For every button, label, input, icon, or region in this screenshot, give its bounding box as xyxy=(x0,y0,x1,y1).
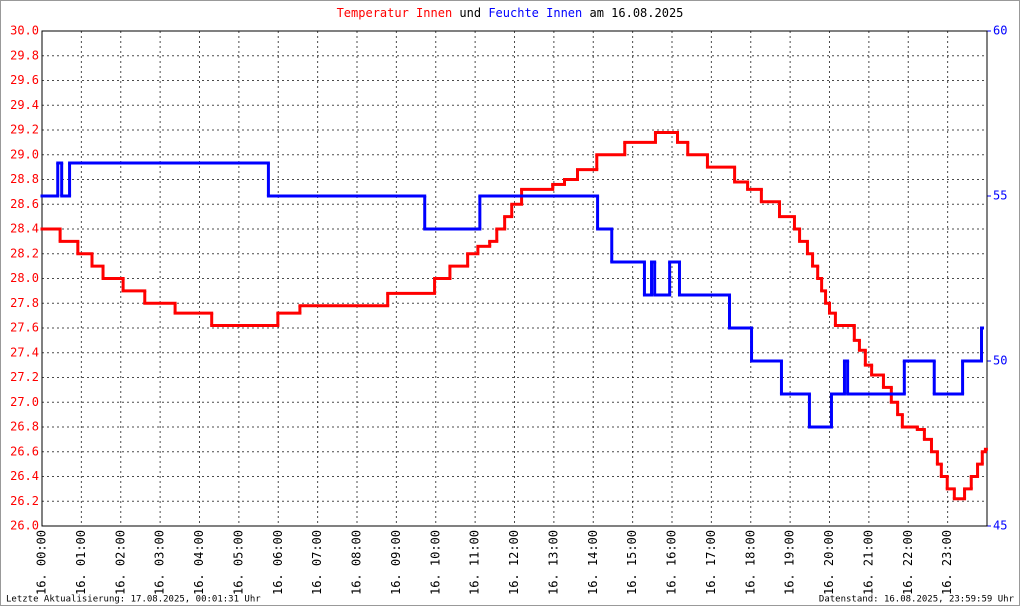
x-tick-label: 16. 02:00 xyxy=(113,530,127,595)
x-tick-label: 16. 01:00 xyxy=(74,530,88,595)
y-tick-label: 26.6 xyxy=(10,444,39,458)
x-tick-label: 16. 17:00 xyxy=(704,530,718,595)
y-tick-label: 26.0 xyxy=(10,519,39,533)
plot-frame xyxy=(41,30,988,527)
x-tick-label: 16. 21:00 xyxy=(861,530,875,595)
x-tick-label: 16. 23:00 xyxy=(940,530,954,595)
y-tick-label: 26.2 xyxy=(10,494,39,508)
title-join: und xyxy=(459,6,481,20)
y-tick-label: 29.8 xyxy=(10,48,39,62)
title-series-1: Temperatur Innen xyxy=(337,6,453,20)
x-tick-label: 16. 16:00 xyxy=(665,530,679,595)
x-tick-label: 16. 19:00 xyxy=(783,530,797,595)
x-tick-label: 16. 11:00 xyxy=(468,530,482,595)
y2-tick-label: 45 xyxy=(993,519,1007,533)
x-tick-label: 16. 05:00 xyxy=(231,530,245,595)
x-tick-label: 16. 13:00 xyxy=(546,530,560,595)
title-series-2: Feuchte Innen xyxy=(488,6,582,20)
x-tick-label: 16. 18:00 xyxy=(743,530,757,595)
y-tick-label: 26.4 xyxy=(10,469,39,483)
x-tick-label: 16. 03:00 xyxy=(153,530,167,595)
x-tick-label: 16. 22:00 xyxy=(901,530,915,595)
y-tick-label: 28.6 xyxy=(10,197,39,211)
y-tick-label: 29.6 xyxy=(10,73,39,87)
y-tick-label: 26.8 xyxy=(10,420,39,434)
x-tick-label: 16. 20:00 xyxy=(822,530,836,595)
footer-left: Letzte Aktualisierung: 17.08.2025, 00:01… xyxy=(6,595,261,605)
y-tick-label: 28.2 xyxy=(10,246,39,260)
y2-tick-label: 55 xyxy=(993,189,1007,203)
y2-tick-label: 60 xyxy=(993,24,1007,38)
x-tick-label: 16. 10:00 xyxy=(428,530,442,595)
y-tick-label: 29.0 xyxy=(10,147,39,161)
y2-tick-label: 50 xyxy=(993,354,1007,368)
footer-right: Datenstand: 16.08.2025, 23:59:59 Uhr xyxy=(819,595,1015,605)
x-tick-label: 16. 09:00 xyxy=(389,530,403,595)
x-tick-label: 16. 08:00 xyxy=(350,530,364,595)
x-tick-label: 16. 06:00 xyxy=(271,530,285,595)
y-tick-label: 27.8 xyxy=(10,296,39,310)
chart-title: Temperatur Innen und Feuchte Innen am 16… xyxy=(337,6,684,20)
x-tick-label: 16. 14:00 xyxy=(586,530,600,595)
x-tick-label: 16. 15:00 xyxy=(625,530,639,595)
y-tick-label: 27.6 xyxy=(10,321,39,335)
y-tick-label: 28.4 xyxy=(10,222,39,236)
x-tick-label: 16. 12:00 xyxy=(507,530,521,595)
y-tick-label: 29.2 xyxy=(10,123,39,137)
y-tick-label: 27.4 xyxy=(10,345,39,359)
y-tick-label: 27.0 xyxy=(10,395,39,409)
x-tick-label: 16. 00:00 xyxy=(35,530,49,595)
y-tick-label: 28.8 xyxy=(10,172,39,186)
y-tick-label: 28.0 xyxy=(10,271,39,285)
x-tick-label: 16. 07:00 xyxy=(310,530,324,595)
y-tick-label: 29.4 xyxy=(10,98,39,112)
title-date: am 16.08.2025 xyxy=(589,6,683,20)
y-tick-label: 27.2 xyxy=(10,370,39,384)
y-tick-label: 30.0 xyxy=(10,24,39,38)
x-tick-label: 16. 04:00 xyxy=(192,530,206,595)
